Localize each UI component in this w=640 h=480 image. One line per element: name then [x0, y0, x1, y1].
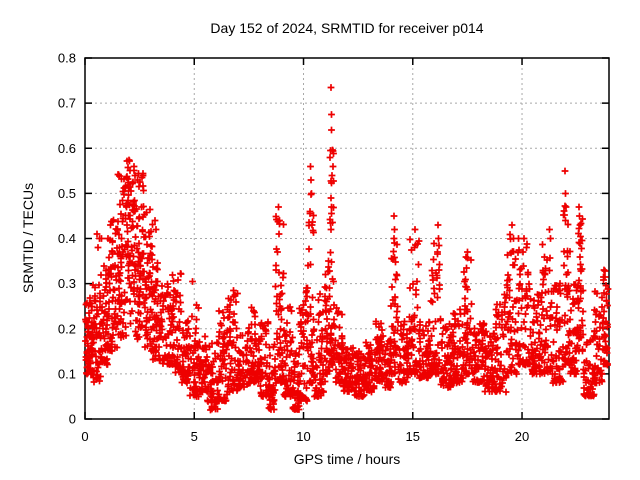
srmtid-data-points — [82, 84, 612, 414]
scatter-points — [82, 84, 612, 414]
x-tick-label: 5 — [191, 429, 198, 444]
x-tick-label: 20 — [515, 429, 529, 444]
y-tick-label: 0.3 — [58, 276, 76, 291]
y-tick-label: 0.6 — [58, 141, 76, 156]
y-tick-label: 0.7 — [58, 96, 76, 111]
x-tick-label: 0 — [81, 429, 88, 444]
y-tick-label: 0.5 — [58, 186, 76, 201]
y-tick-label: 0.1 — [58, 366, 76, 381]
chart-title: Day 152 of 2024, SRMTID for receiver p01… — [210, 20, 483, 36]
x-axis-label: GPS time / hours — [294, 451, 401, 467]
plot-border — [84, 57, 610, 420]
y-tick-label: 0.4 — [58, 231, 76, 246]
x-tick-label: 15 — [406, 429, 420, 444]
y-tick-label: 0.2 — [58, 321, 76, 336]
x-tick-label: 10 — [296, 429, 310, 444]
tick-labels: 0 5 10 15 20 0 0.1 0.2 0.3 0.4 0.5 0.6 0.7 0.8 — [58, 51, 529, 445]
y-axis-label: SRMTID / TECUs — [20, 183, 36, 293]
y-tick-label: 0.8 — [58, 51, 76, 66]
y-tick-label: 0 — [69, 412, 76, 427]
